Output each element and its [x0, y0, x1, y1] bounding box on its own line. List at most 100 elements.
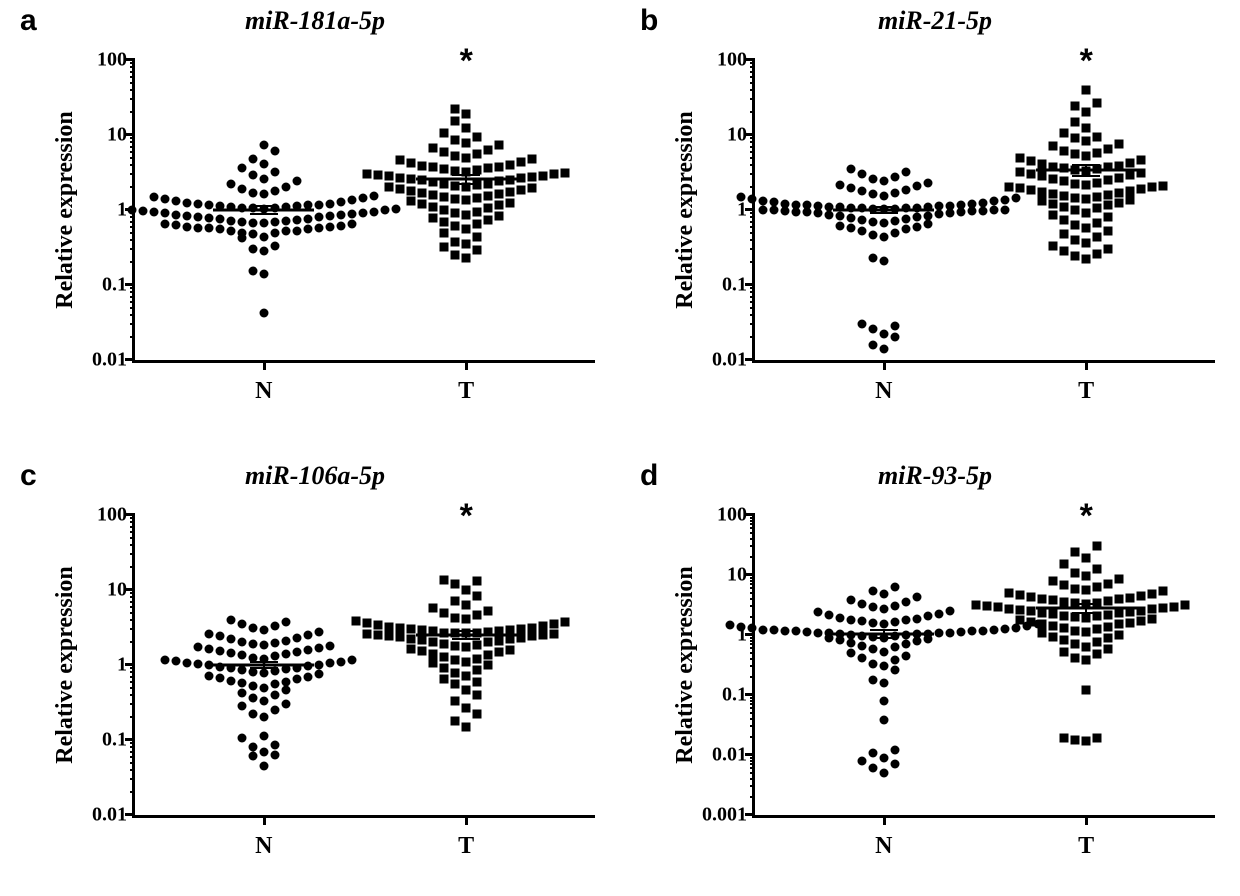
data-point [303, 214, 312, 223]
data-point [890, 188, 899, 197]
data-point [813, 628, 822, 637]
data-point [934, 629, 943, 638]
data-point [325, 222, 334, 231]
data-point [517, 157, 526, 166]
data-point [725, 621, 734, 630]
data-point [226, 635, 235, 644]
data-point [956, 201, 965, 210]
error-cap [870, 212, 898, 214]
data-point [517, 174, 526, 183]
data-point [429, 202, 438, 211]
data-point [901, 640, 910, 649]
data-point [193, 642, 202, 651]
data-point [429, 649, 438, 658]
y-tick-label: 0.01 [92, 349, 127, 372]
data-point [248, 218, 257, 227]
y-tick-minor [130, 619, 135, 621]
data-point [440, 165, 449, 174]
x-group-label: T [1078, 833, 1094, 860]
data-point [791, 627, 800, 636]
y-tick-minor [750, 712, 755, 714]
data-point [473, 576, 482, 585]
data-point [879, 605, 888, 614]
data-point [528, 173, 537, 182]
y-tick-minor [750, 71, 755, 73]
data-point [857, 187, 866, 196]
y-tick-minor [130, 742, 135, 744]
y-tick-minor [130, 596, 135, 598]
data-point [292, 633, 301, 642]
data-point [1170, 602, 1179, 611]
data-point [1071, 206, 1080, 215]
chart-title: miR-93-5p [640, 461, 1230, 491]
data-point [1049, 174, 1058, 183]
data-point [259, 269, 268, 278]
error-cap [1072, 603, 1100, 605]
data-point [945, 628, 954, 637]
y-tick-minor [130, 537, 135, 539]
y-tick-minor [750, 703, 755, 705]
data-point [171, 197, 180, 206]
data-point [380, 206, 389, 215]
data-point [182, 658, 191, 667]
data-point [890, 666, 899, 675]
data-point [890, 333, 899, 342]
data-point [857, 617, 866, 626]
y-tick-label: 1 [117, 199, 127, 222]
data-point [802, 201, 811, 210]
data-point [1093, 249, 1102, 258]
y-tick-minor [130, 641, 135, 643]
data-point [451, 151, 460, 160]
data-point [473, 219, 482, 228]
y-tick-minor [130, 248, 135, 250]
data-point [1016, 154, 1025, 163]
y-tick-minor [130, 601, 135, 603]
data-point [1115, 595, 1124, 604]
y-tick-minor [750, 141, 755, 143]
data-point [462, 240, 471, 249]
y-tick-minor [750, 700, 755, 702]
data-point [1016, 605, 1025, 614]
data-point [127, 206, 136, 215]
plot-area: 0.010.1110100NT* [132, 515, 595, 818]
error-cap [250, 213, 278, 215]
data-point [462, 123, 471, 132]
data-point [237, 164, 246, 173]
data-point [281, 227, 290, 236]
data-point [418, 636, 427, 645]
data-point [347, 219, 356, 228]
data-point [281, 216, 290, 225]
y-tick-minor [750, 248, 755, 250]
data-point [495, 189, 504, 198]
data-point [1093, 218, 1102, 227]
data-point [259, 669, 268, 678]
data-point [967, 627, 976, 636]
data-point [451, 251, 460, 260]
data-point [923, 612, 932, 621]
x-group-label: N [875, 833, 892, 860]
data-point [451, 209, 460, 218]
data-point [868, 603, 877, 612]
y-tick-minor [750, 757, 755, 759]
chart-title: miR-106a-5p [20, 461, 610, 491]
data-point [1060, 581, 1069, 590]
y-tick-minor [750, 186, 755, 188]
data-point [303, 645, 312, 654]
data-point [259, 713, 268, 722]
data-point [1071, 193, 1080, 202]
data-point [171, 210, 180, 219]
x-group-label: T [1078, 378, 1094, 405]
data-point [517, 185, 526, 194]
data-point [440, 147, 449, 156]
data-point [451, 642, 460, 651]
data-point [1049, 632, 1058, 641]
data-point [1137, 185, 1146, 194]
data-point [193, 213, 202, 222]
data-point [1071, 252, 1080, 261]
data-point [1049, 610, 1058, 619]
significance-marker: * [1080, 42, 1093, 81]
plot-area: 0.0010.010.1110100NT* [752, 515, 1215, 818]
y-tick-minor [750, 577, 755, 579]
data-point [1038, 172, 1047, 181]
data-point [1060, 191, 1069, 200]
